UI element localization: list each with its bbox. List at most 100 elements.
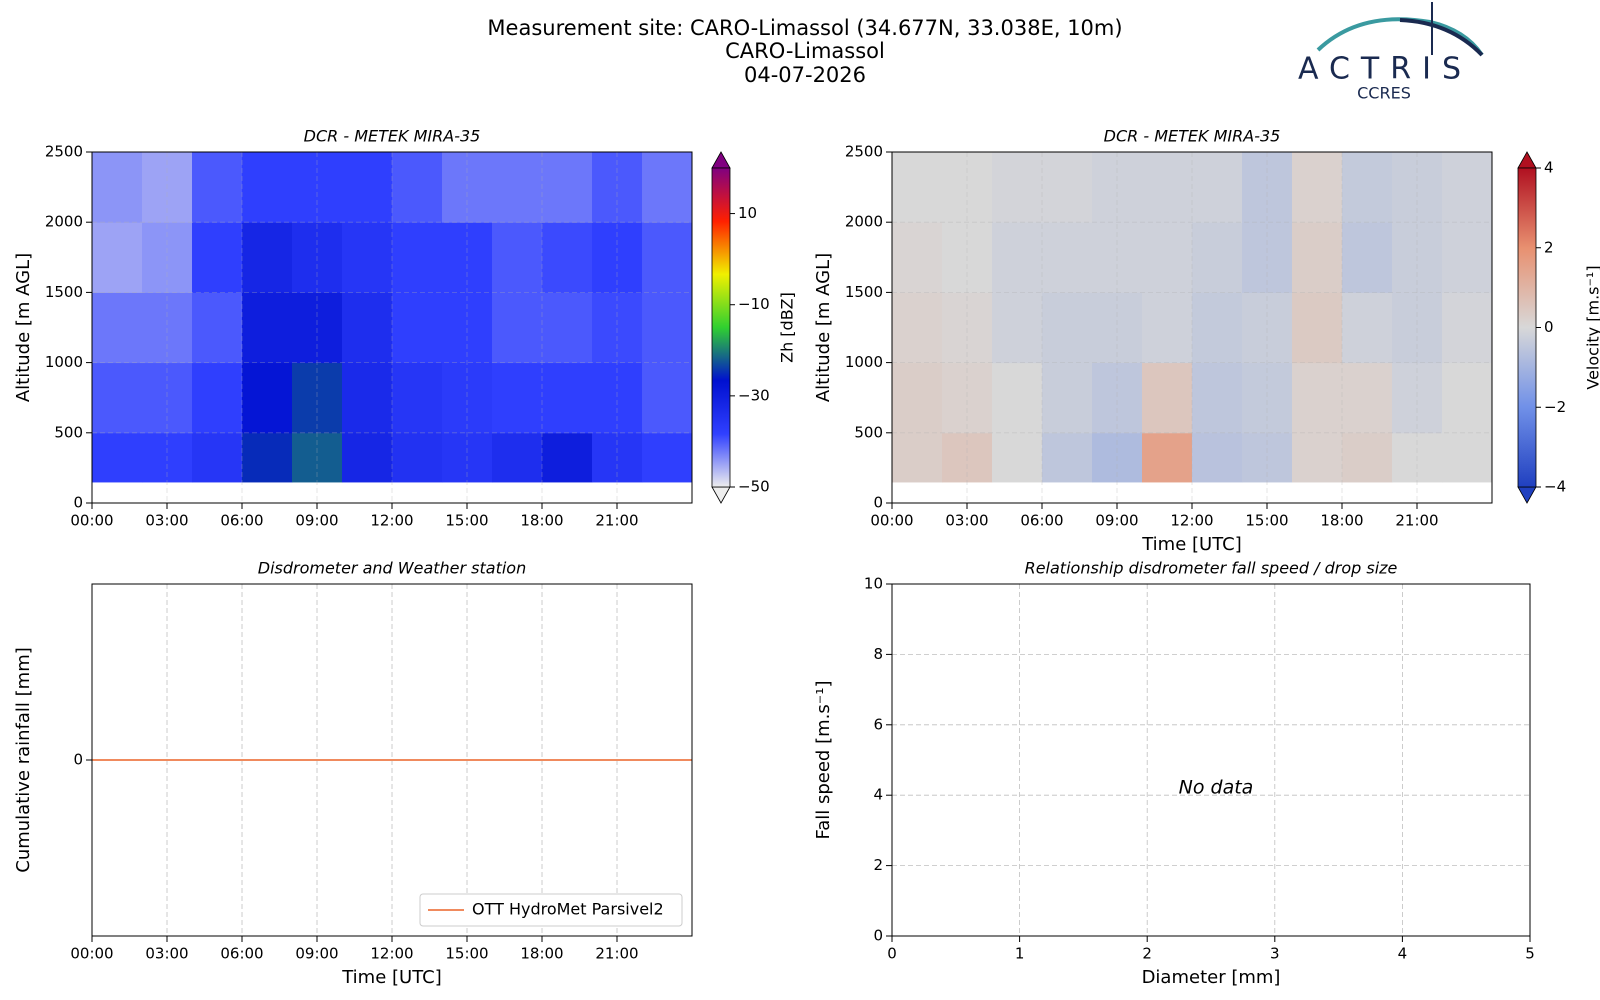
heatmap-cell <box>192 292 243 364</box>
heatmap-cell <box>242 432 293 483</box>
heatmap-cell <box>1392 362 1443 434</box>
chart: No data 0 1 2 3 4 5 0 2 4 6 8 10 Relationship disdrom… <box>813 559 1535 989</box>
heatmap-cell <box>1042 432 1093 483</box>
x-tick-label: 06:00 <box>220 945 263 963</box>
x-tick-label: 18:00 <box>1320 512 1363 530</box>
colorbar-tick-label: −2 <box>1544 398 1566 416</box>
heatmap-cell <box>992 152 1043 223</box>
x-tick-label: 03:00 <box>145 512 188 530</box>
heatmap-cell <box>592 152 643 223</box>
heatmap-cell <box>642 432 693 483</box>
legend-box <box>419 893 683 927</box>
heatmap-cell <box>442 432 493 483</box>
heatmap-cell <box>1342 222 1393 293</box>
heatmap-cell <box>242 222 293 293</box>
x-axis-label: Time [UTC] <box>1141 534 1242 555</box>
x-tick-label: 2 <box>1142 945 1152 963</box>
heatmap-cell <box>542 362 593 434</box>
colorbar <box>1517 167 1537 488</box>
logo-arc-dark <box>1399 18 1484 57</box>
heatmap-cell <box>942 362 993 434</box>
heatmap-cell <box>342 362 393 434</box>
x-tick-label: 06:00 <box>220 512 263 530</box>
y-axis-label: Cumulative rainfall [mm] <box>13 647 34 873</box>
heatmap-cell <box>192 362 243 434</box>
heatmap-cell <box>1292 152 1343 223</box>
heatmap-cell <box>1092 362 1143 434</box>
heatmap-cell <box>142 222 193 293</box>
x-axis-label: Time [UTC] <box>341 967 442 988</box>
heatmap-cell <box>342 292 393 364</box>
x-tick-label: 4 <box>1398 945 1408 963</box>
header-site: CARO-Limassol <box>725 39 885 63</box>
header-date: 04-07-2026 <box>744 63 866 87</box>
heatmap-cell <box>242 292 293 364</box>
heatmap-cell <box>892 362 943 434</box>
chart: −50 −30 −10 10 Zh [dBZ] 00:00 03:00 06:00 09:00 1… <box>13 127 797 530</box>
heatmap-cell <box>392 292 443 364</box>
heatmap-cell <box>92 362 143 434</box>
x-tick-label: 3 <box>1270 945 1280 963</box>
heatmap-cell <box>942 222 993 293</box>
heatmap-cell <box>342 152 393 223</box>
y-tick-label: 1500 <box>45 283 83 301</box>
heatmap-cell <box>1242 362 1293 434</box>
logo-name: ACTRIS <box>1298 52 1472 87</box>
heatmap-cell <box>1392 152 1443 223</box>
x-tick-label: 15:00 <box>445 945 488 963</box>
heatmap-cell <box>1092 292 1143 364</box>
heatmap-cell <box>1342 152 1393 223</box>
x-tick-label: 09:00 <box>1095 512 1138 530</box>
x-tick-label: 12:00 <box>370 512 413 530</box>
heatmap-cell <box>892 292 943 364</box>
annotation: No data <box>1179 777 1254 799</box>
colorbar-tick-label: −30 <box>738 386 770 404</box>
heatmap-cell <box>292 152 343 223</box>
x-tick-label: 09:00 <box>295 512 338 530</box>
x-tick-label: 09:00 <box>295 945 338 963</box>
heatmap-cell <box>342 432 393 483</box>
heatmap-cell <box>1142 152 1193 223</box>
chart: −4 −2 0 2 4 Velocity [m.s⁻¹] 00:00 03:00 06:00 09… <box>813 127 1600 556</box>
heatmap-cell <box>892 152 943 223</box>
x-tick-label: 15:00 <box>445 512 488 530</box>
heatmap-cell <box>492 362 543 434</box>
heatmap-cell <box>992 432 1043 483</box>
heatmap-cell <box>1292 362 1343 434</box>
heatmap-cell <box>1442 222 1493 293</box>
heatmap-cell <box>1192 152 1243 223</box>
y-tick-label: 4 <box>873 786 883 804</box>
heatmap-cell <box>1142 292 1193 364</box>
heatmap-cell <box>192 432 243 483</box>
heatmap-cell <box>1142 222 1193 293</box>
heatmap-cell <box>592 432 643 483</box>
colorbar-extend-bottom <box>1517 486 1537 504</box>
heatmap-cell <box>992 362 1043 434</box>
heatmap-cell <box>492 222 543 293</box>
heatmap-cell <box>1442 152 1493 223</box>
heatmap-cell <box>942 152 993 223</box>
y-tick-label: 2500 <box>845 143 883 161</box>
heatmap-cell <box>1392 432 1443 483</box>
y-tick-label: 0 <box>873 927 883 945</box>
heatmap-cell <box>1242 432 1293 483</box>
colorbar-tick-label: 0 <box>1544 318 1554 336</box>
heatmap-cell <box>142 292 193 364</box>
heatmap-cell <box>392 152 443 223</box>
heatmap-cell <box>592 362 643 434</box>
x-tick-label: 00:00 <box>870 512 913 530</box>
heatmap-cell <box>1142 432 1193 483</box>
heatmap-cell <box>1192 222 1243 293</box>
heatmap-cell <box>1142 362 1193 434</box>
heatmap-cell <box>1292 432 1343 483</box>
colorbar-label: Velocity [m.s⁻¹] <box>1584 265 1600 389</box>
x-tick-label: 03:00 <box>145 945 188 963</box>
heatmap-cell <box>1342 362 1393 434</box>
x-tick-label: 12:00 <box>370 945 413 963</box>
heatmap-cell <box>1442 432 1493 483</box>
y-tick-label: 500 <box>54 423 83 441</box>
y-axis-label: Altitude [m AGL] <box>13 253 34 402</box>
heatmap-cell <box>992 292 1043 364</box>
y-tick-label: 0 <box>873 494 883 512</box>
y-tick-label: 10 <box>864 575 883 593</box>
